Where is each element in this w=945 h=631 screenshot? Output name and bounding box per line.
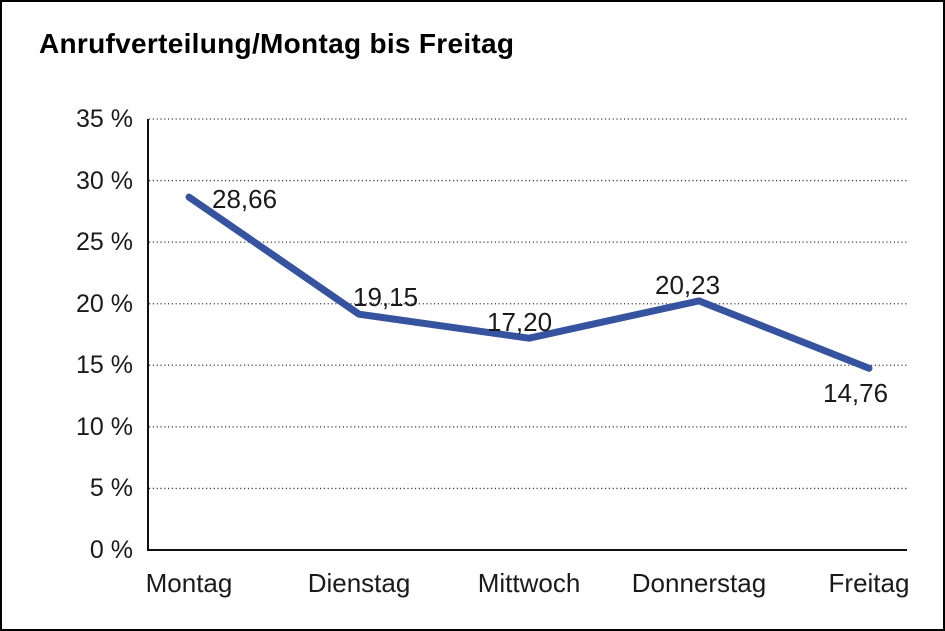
y-tick-label: 35 % <box>76 105 133 133</box>
y-tick-label: 10 % <box>76 413 133 441</box>
y-tick-label: 30 % <box>76 167 133 195</box>
y-tick-label: 15 % <box>76 351 133 379</box>
data-label: 19,15 <box>353 282 419 312</box>
y-tick-label: 0 % <box>89 536 133 564</box>
y-tick-label: 20 % <box>76 290 133 318</box>
data-label: 17,20 <box>487 307 553 337</box>
x-axis-label: Mittwoch <box>477 568 581 598</box>
y-tick-label: 5 % <box>89 474 133 502</box>
x-axis-label: Freitag <box>828 568 910 598</box>
x-axis-label: Dienstag <box>307 568 411 598</box>
data-label: 28,66 <box>212 184 278 214</box>
chart-title: Anrufverteilung/Montag bis Freitag <box>39 28 515 59</box>
x-axis-label: Donnerstag <box>631 568 767 598</box>
data-label: 14,76 <box>823 378 889 408</box>
data-label: 20,23 <box>655 270 721 300</box>
x-axis-label: Montag <box>145 568 233 598</box>
y-tick-label: 25 % <box>76 228 133 256</box>
